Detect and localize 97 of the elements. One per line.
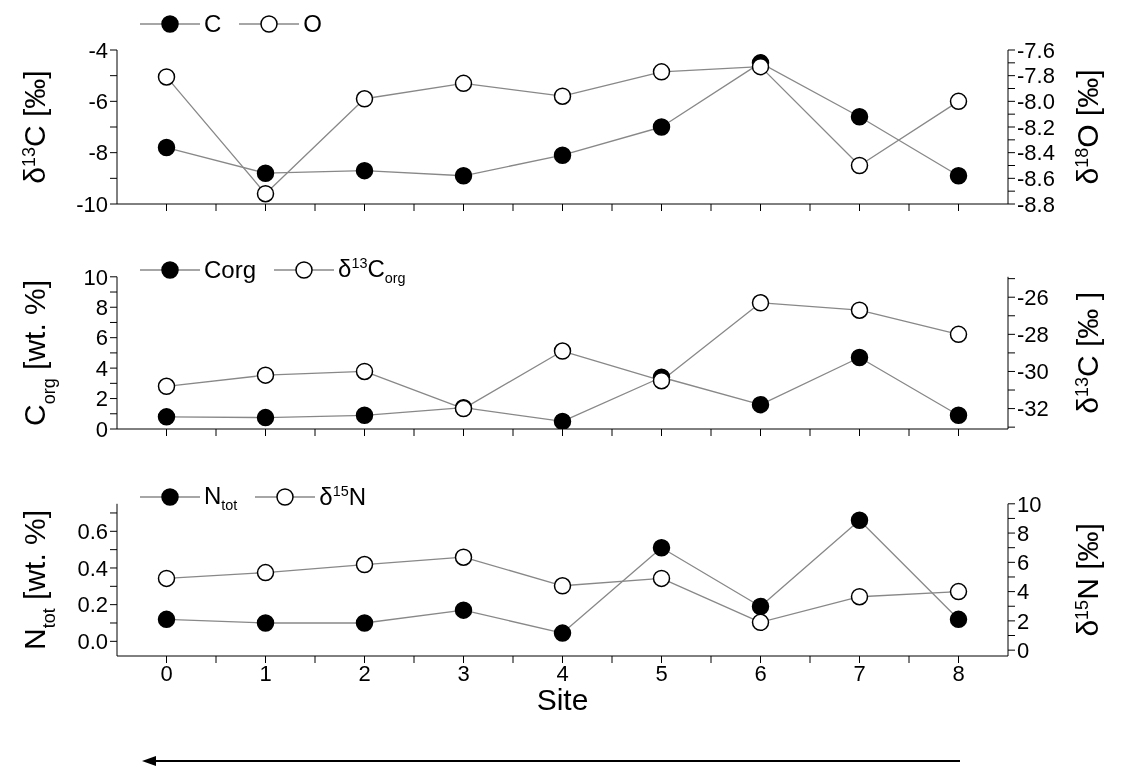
y-tick-label: 0 — [95, 416, 108, 442]
y2-tick-label: 0 — [1017, 637, 1030, 663]
point — [949, 167, 968, 185]
x-tick-label: 6 — [754, 660, 767, 686]
point — [553, 577, 572, 595]
y-tick-label: 0.0 — [77, 629, 108, 655]
point — [454, 167, 473, 185]
point — [949, 610, 968, 629]
y2-tick-label: -7.8 — [1017, 63, 1055, 89]
y2-tick-label: -8.8 — [1017, 191, 1055, 217]
point — [751, 57, 770, 76]
point — [454, 601, 473, 619]
point — [949, 582, 968, 601]
point — [553, 87, 572, 105]
point — [355, 90, 374, 108]
point — [751, 294, 770, 312]
y2-tick-label: 8 — [1017, 520, 1030, 546]
x-axis-title: Site — [536, 683, 589, 716]
y-tick-label: 0.6 — [77, 519, 108, 545]
point — [454, 548, 473, 566]
point — [751, 613, 770, 632]
y-tick-label: -6 — [88, 89, 108, 115]
y2-tick-label: -32 — [1017, 396, 1049, 422]
point — [652, 118, 671, 136]
x-tick-label: 8 — [952, 660, 965, 686]
point — [157, 68, 176, 86]
point — [751, 395, 770, 414]
point — [553, 146, 572, 164]
point — [256, 366, 275, 384]
y2-tick-label: 10 — [1017, 491, 1042, 517]
y-tick-label: 10 — [83, 264, 108, 290]
legend-label: Corg — [204, 256, 257, 284]
point — [355, 406, 374, 425]
y2-tick-label: -8.2 — [1017, 114, 1055, 140]
x-tick-label: 2 — [358, 660, 371, 686]
legend-label: O — [303, 10, 323, 37]
point — [850, 301, 869, 319]
point — [850, 511, 869, 530]
y-tick-label: 4 — [95, 355, 108, 381]
point — [850, 587, 869, 606]
point — [652, 539, 671, 557]
point — [355, 555, 374, 574]
point — [850, 107, 869, 126]
point — [256, 614, 275, 632]
point — [256, 563, 275, 582]
point — [751, 597, 770, 616]
y-tick-label: 6 — [95, 325, 108, 351]
point — [949, 406, 968, 425]
y-tick-label: -10 — [76, 191, 108, 217]
legend-label: C — [204, 10, 222, 37]
point — [157, 569, 176, 588]
point — [157, 377, 176, 396]
y2-tick-label: -8.4 — [1017, 140, 1055, 166]
point — [553, 342, 572, 360]
point — [256, 408, 275, 427]
x-tick-label: 3 — [457, 660, 470, 686]
legend-label: δ$^{15}$N — [319, 483, 367, 511]
y2-tick-label: -8.6 — [1017, 166, 1055, 192]
x-tick-label: 0 — [160, 660, 173, 686]
y-tick-label: -8 — [88, 140, 108, 166]
x-tick-label: 5 — [655, 660, 668, 686]
point — [949, 92, 968, 111]
y2-tick-label: -30 — [1017, 359, 1049, 385]
legend-label: δ$^{13}$C$_{org}$ — [338, 255, 406, 286]
y-tick-label: 0.4 — [77, 555, 108, 581]
y2-tick-label: -8.0 — [1017, 89, 1055, 115]
point — [850, 348, 869, 367]
x-tick-label: 4 — [556, 660, 569, 686]
y2-tick-label: 2 — [1017, 608, 1030, 634]
point — [454, 74, 473, 93]
x-tick-label: 1 — [259, 660, 272, 686]
x-tick-label: 7 — [853, 660, 866, 686]
point — [949, 325, 968, 344]
point — [553, 412, 572, 429]
y2-tick-label: -28 — [1017, 322, 1049, 348]
point — [652, 569, 671, 588]
y-tick-label: 8 — [95, 295, 108, 321]
point — [553, 624, 572, 642]
point — [355, 614, 374, 632]
legend-label: N$_{tot}$ — [204, 482, 238, 513]
y2-tick-label: 6 — [1017, 550, 1030, 576]
point — [850, 156, 869, 175]
point — [157, 408, 176, 426]
y-tick-label: -4 — [88, 37, 108, 63]
point — [157, 138, 176, 157]
point — [256, 184, 275, 203]
point — [157, 610, 176, 629]
point — [355, 362, 374, 381]
y2-tick-label: -7.6 — [1017, 37, 1055, 63]
y-tick-label: 2 — [95, 386, 108, 412]
y2-tick-label: -26 — [1017, 285, 1049, 311]
y2-tick-label: 4 — [1017, 579, 1030, 605]
point — [652, 63, 671, 81]
point — [256, 164, 275, 182]
y-tick-label: 0.2 — [77, 592, 108, 618]
point — [652, 371, 671, 390]
point — [355, 161, 374, 180]
